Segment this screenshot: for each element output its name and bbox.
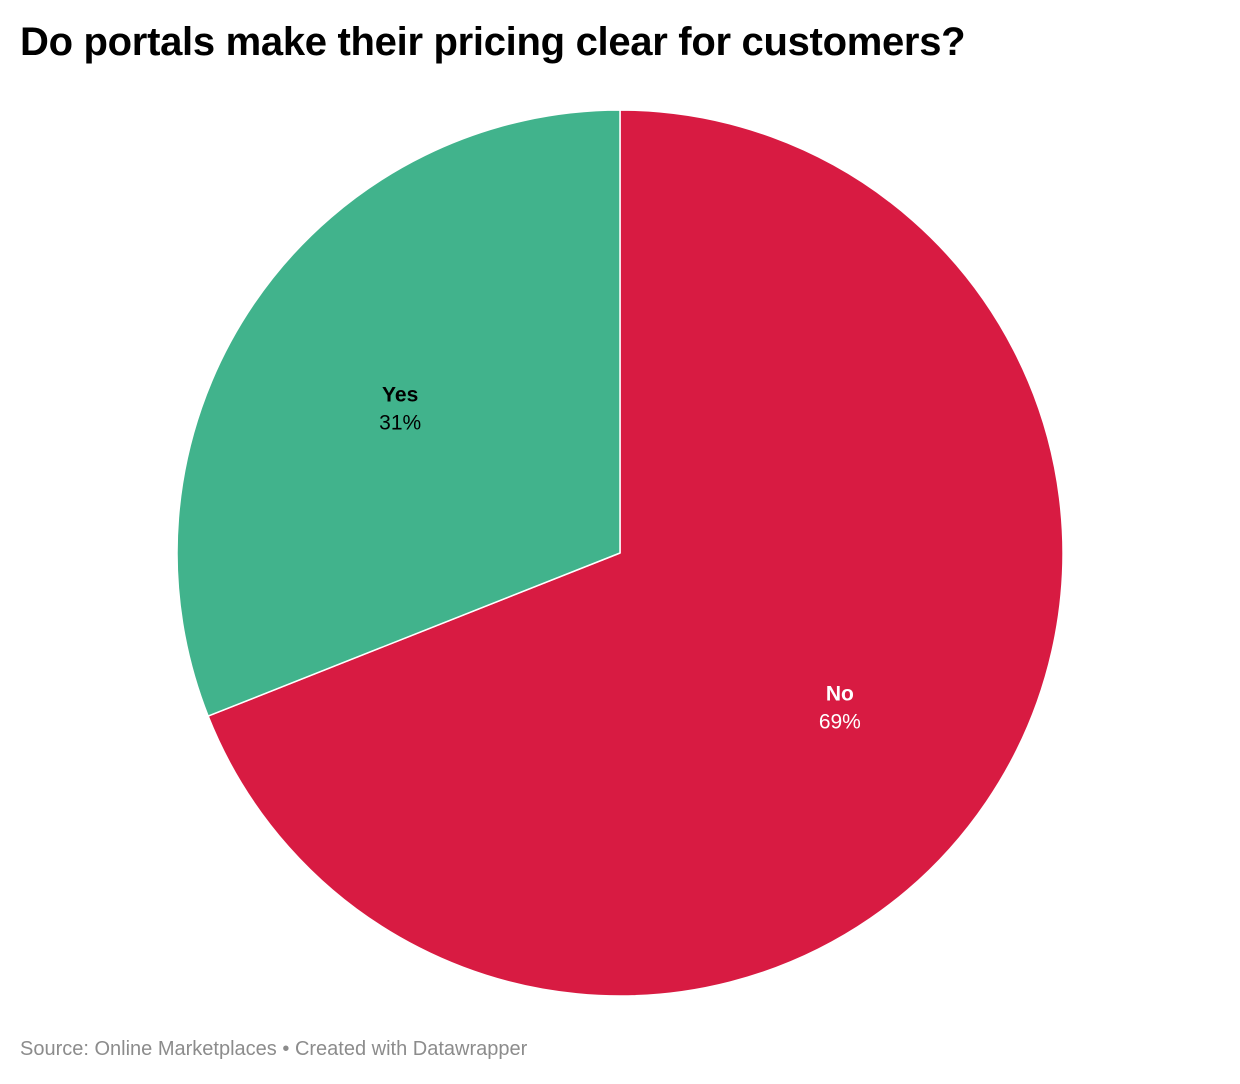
slice-value-no: 69% [819, 710, 861, 733]
slice-label-no: No [826, 682, 854, 705]
footer-separator: • [282, 1038, 290, 1060]
slice-label-yes: Yes [382, 384, 418, 407]
source-text: Source: Online Marketplaces [20, 1038, 277, 1060]
chart-footer: Source: Online Marketplaces • Created wi… [20, 1038, 527, 1061]
credit-text: Created with Datawrapper [294, 1038, 528, 1060]
slice-value-yes: 31% [379, 412, 421, 435]
pie-slice-no [207, 109, 1064, 997]
pie-slice-yes [176, 109, 621, 717]
chart-title: Do portals make their pricing clear for … [20, 20, 966, 64]
